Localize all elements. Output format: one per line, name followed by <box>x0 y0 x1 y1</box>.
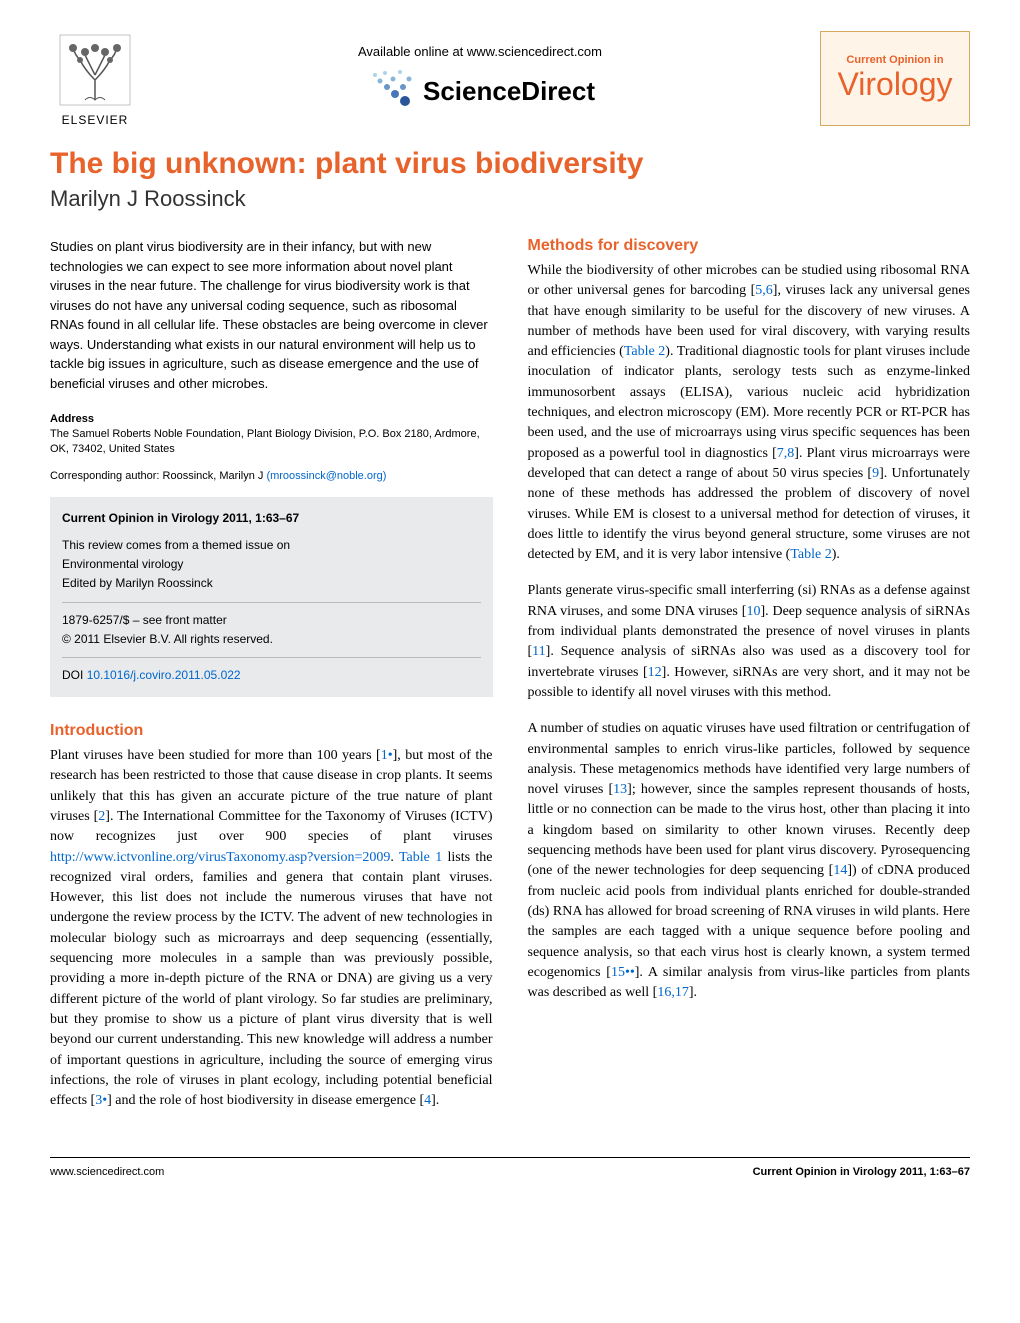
corresponding-author: Corresponding author: Roossinck, Marilyn… <box>50 470 493 482</box>
table-link[interactable]: Table 2 <box>790 547 831 562</box>
section-heading-intro: Introduction <box>50 722 493 740</box>
infobox-doi: DOI 10.1016/j.coviro.2011.05.022 <box>62 666 481 685</box>
ref-link[interactable]: 14 <box>833 863 847 878</box>
ref-link[interactable]: 15•• <box>611 965 635 980</box>
table-link[interactable]: Table 1 <box>399 850 442 865</box>
section-heading-methods: Methods for discovery <box>528 237 971 255</box>
ref-link[interactable]: 7,8 <box>777 446 795 461</box>
infobox-edited-by: Edited by Marilyn Roossinck <box>62 574 481 593</box>
elsevier-label: ELSEVIER <box>62 113 129 127</box>
sciencedirect-logo[interactable]: ScienceDirect <box>365 69 595 114</box>
article-title: The big unknown: plant virus biodiversit… <box>50 147 970 181</box>
sciencedirect-dots-icon <box>365 69 415 114</box>
badge-main-label: Virology <box>837 66 952 103</box>
doi-link[interactable]: 10.1016/j.coviro.2011.05.022 <box>87 668 241 682</box>
corresponding-email[interactable]: (mroossinck@noble.org) <box>266 470 386 482</box>
sciencedirect-label: ScienceDirect <box>423 76 595 107</box>
page-footer: www.sciencedirect.com Current Opinion in… <box>50 1157 970 1178</box>
journal-badge: Current Opinion in Virology <box>820 31 970 126</box>
infobox-divider <box>62 657 481 658</box>
infobox-journal-line: Current Opinion in Virology 2011, 1:63–6… <box>62 509 481 528</box>
address-heading: Address <box>50 413 493 425</box>
methods-paragraph-3: A number of studies on aquatic viruses h… <box>528 719 971 1003</box>
article-info-box: Current Opinion in Virology 2011, 1:63–6… <box>50 497 493 697</box>
methods-paragraph-1: While the biodiversity of other microbes… <box>528 261 971 565</box>
ref-link[interactable]: 5,6 <box>755 283 773 298</box>
ref-link[interactable]: 3• <box>95 1093 107 1108</box>
elsevier-tree-icon <box>55 30 135 110</box>
article-author: Marilyn J Roossinck <box>50 186 970 212</box>
address-text: The Samuel Roberts Noble Foundation, Pla… <box>50 427 493 458</box>
footer-right: Current Opinion in Virology 2011, 1:63–6… <box>753 1166 970 1178</box>
infobox-copyright: © 2011 Elsevier B.V. All rights reserved… <box>62 630 481 649</box>
methods-paragraph-2: Plants generate virus-specific small int… <box>528 581 971 703</box>
ictv-url-link[interactable]: http://www.ictvonline.org/virusTaxonomy.… <box>50 850 390 865</box>
page-header: ELSEVIER Available online at www.science… <box>50 30 970 127</box>
corresponding-label: Corresponding author: Roossinck, Marilyn… <box>50 470 263 482</box>
ref-link[interactable]: 1• <box>381 748 393 763</box>
left-column: Studies on plant virus biodiversity are … <box>50 237 493 1127</box>
ref-link[interactable]: 11 <box>532 644 545 659</box>
content-columns: Studies on plant virus biodiversity are … <box>50 237 970 1127</box>
abstract-text: Studies on plant virus biodiversity are … <box>50 237 493 393</box>
badge-top-label: Current Opinion in <box>846 54 943 66</box>
infobox-themed-2: Environmental virology <box>62 555 481 574</box>
infobox-divider <box>62 602 481 603</box>
intro-paragraph: Plant viruses have been studied for more… <box>50 746 493 1111</box>
elsevier-logo[interactable]: ELSEVIER <box>50 30 140 127</box>
header-center: Available online at www.sciencedirect.co… <box>140 44 820 114</box>
infobox-issn: 1879-6257/$ – see front matter <box>62 611 481 630</box>
table-link[interactable]: Table 2 <box>624 344 665 359</box>
infobox-themed-1: This review comes from a themed issue on <box>62 536 481 555</box>
available-online-text: Available online at www.sciencedirect.co… <box>140 44 820 59</box>
ref-link[interactable]: 10 <box>746 604 760 619</box>
ref-link[interactable]: 13 <box>613 782 627 797</box>
footer-left: www.sciencedirect.com <box>50 1166 164 1178</box>
ref-link[interactable]: 16,17 <box>657 985 689 1000</box>
right-column: Methods for discovery While the biodiver… <box>528 237 971 1127</box>
ref-link[interactable]: 12 <box>648 665 662 680</box>
